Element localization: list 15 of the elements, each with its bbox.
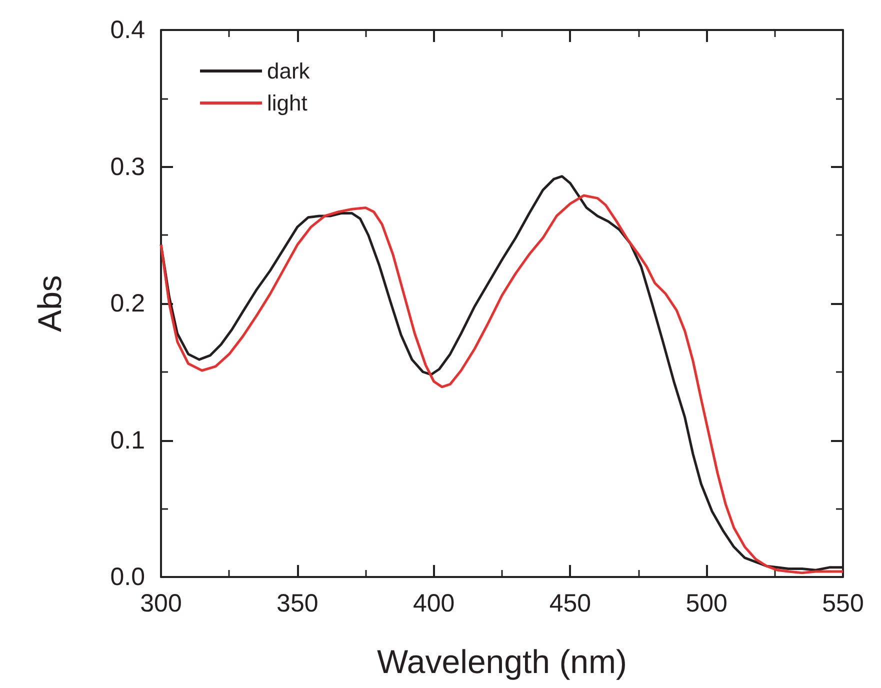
legend-label: dark (267, 58, 311, 84)
y-axis-title: Abs (31, 275, 68, 332)
y-tick-label: 0.4 (110, 16, 146, 44)
x-tick-label: 450 (549, 590, 592, 618)
x-tick-label: 400 (412, 590, 455, 618)
y-tick-label: 0.0 (110, 563, 145, 591)
y-tick-label: 0.1 (110, 426, 145, 454)
x-tick-label: 500 (686, 590, 728, 618)
y-tick-label: 0.3 (110, 152, 145, 181)
x-axis-title: Wavelength (nm) (376, 643, 628, 680)
legend-label: light (267, 90, 308, 116)
x-tick-label: 550 (822, 590, 864, 618)
x-tick-label: 300 (140, 590, 182, 618)
y-tick-label: 0.2 (110, 290, 145, 318)
x-tick-label: 350 (276, 590, 318, 618)
